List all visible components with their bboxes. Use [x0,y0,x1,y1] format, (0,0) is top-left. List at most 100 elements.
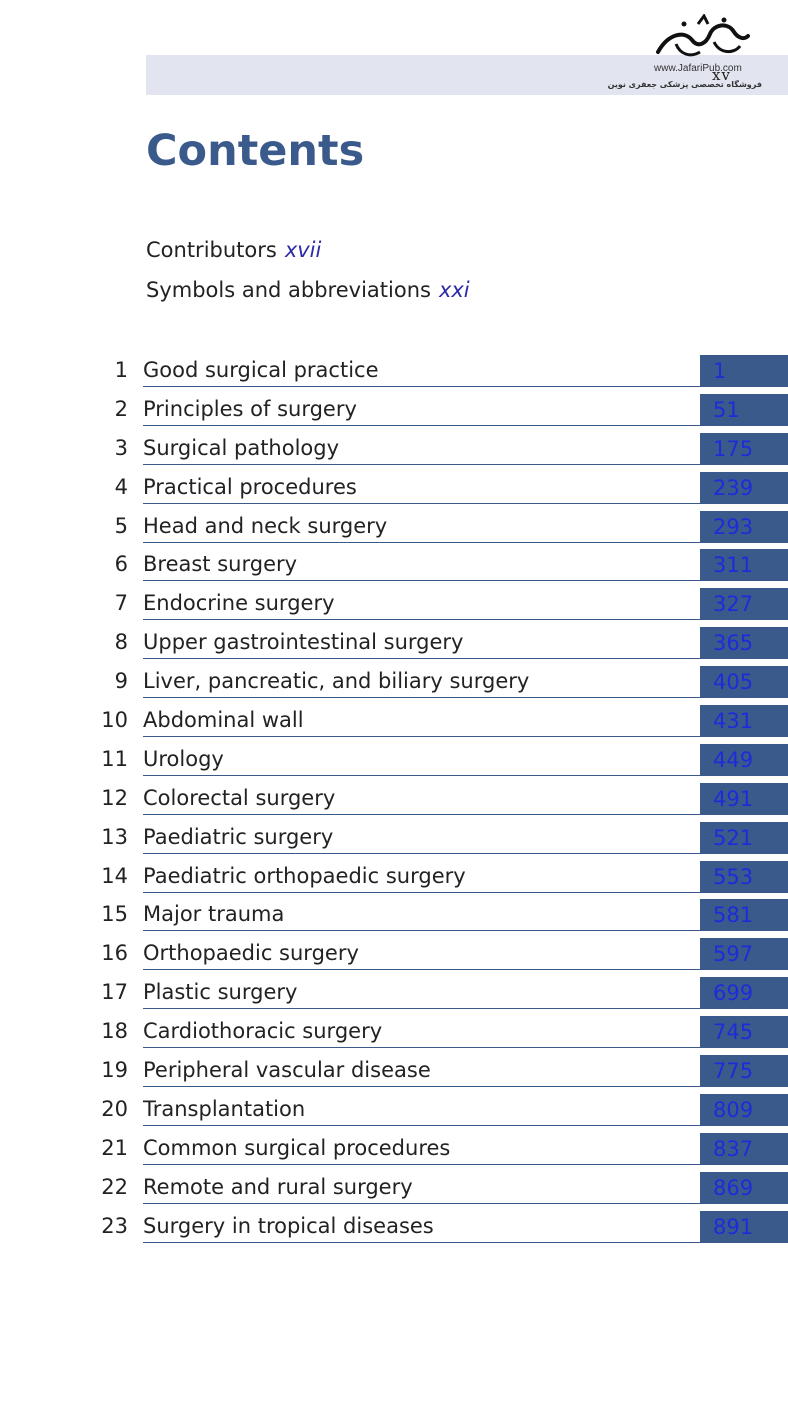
chapter-number: 14 [101,863,128,888]
chapter-row[interactable]: 12 Colorectal surgery 491 [0,782,788,822]
chapter-underline [143,1047,700,1049]
chapter-title: Cardiothoracic surgery [143,1019,383,1044]
chapter-page-number[interactable]: 327 [700,588,788,621]
chapter-number: 11 [101,746,128,771]
chapter-number: 20 [101,1096,128,1121]
chapter-number: 5 [114,513,128,538]
front-matter-item[interactable]: Contributors xvii [146,238,470,278]
chapter-row[interactable]: 7 Endocrine surgery 327 [0,588,788,627]
chapter-underline [143,1124,700,1126]
chapter-page-number[interactable]: 175 [700,432,788,465]
chapter-page-number[interactable]: 809 [700,1093,788,1126]
chapter-number: 21 [101,1135,128,1160]
chapter-page-number[interactable]: 775 [700,1055,788,1088]
chapter-number: 15 [101,902,128,927]
chapter-page-number[interactable]: 597 [700,938,788,971]
chapter-row[interactable]: 16 Orthopaedic surgery 597 [0,938,788,977]
chapter-row[interactable]: 20 Transplantation 809 [0,1093,788,1133]
chapter-title: Orthopaedic surgery [143,941,359,966]
chapter-page-number[interactable]: 405 [700,666,788,699]
chapter-title: Upper gastrointestinal surgery [143,630,464,655]
chapter-row[interactable]: 8 Upper gastrointestinal surgery 365 [0,627,788,666]
chapter-page-number[interactable]: 431 [700,705,788,738]
chapter-title: Surgery in tropical diseases [143,1213,434,1238]
chapter-page-number[interactable]: 891 [700,1210,788,1243]
chapter-page-number[interactable]: 311 [700,549,788,582]
chapter-row[interactable]: 6 Breast surgery 311 [0,549,788,588]
chapter-row[interactable]: 18 Cardiothoracic surgery 745 [0,1016,788,1055]
chapter-title: Remote and rural surgery [143,1174,413,1199]
chapter-row[interactable]: 23 Surgery in tropical diseases 891 [0,1210,788,1250]
chapter-underline [143,1202,700,1204]
chapter-page-number[interactable]: 51 [700,393,788,426]
chapter-row[interactable]: 19 Peripheral vascular disease 775 [0,1055,788,1094]
chapter-row[interactable]: 5 Head and neck surgery 293 [0,510,788,550]
publisher-url: www.JafariPub.com [654,63,742,74]
chapter-title: Head and neck surgery [143,513,388,538]
chapter-title: Peripheral vascular disease [143,1058,431,1083]
front-matter-page: xxi [438,278,470,302]
front-matter-item[interactable]: Symbols and abbreviations xxi [146,278,470,318]
chapter-number: 8 [114,630,128,655]
publisher-tagline: فروشگاه تخصصی پزشکی جعفری نوین [607,80,762,89]
chapter-title: Endocrine surgery [143,591,335,616]
chapter-title: Paediatric orthopaedic surgery [143,863,466,888]
chapter-number: 3 [114,435,128,460]
chapter-page-number[interactable]: 239 [700,471,788,504]
chapter-underline [143,386,700,387]
chapter-row[interactable]: 13 Paediatric surgery 521 [0,821,788,861]
chapter-underline [143,774,700,776]
page-title: Contents [146,126,365,176]
chapter-page-number[interactable]: 553 [700,860,788,893]
chapter-page-number[interactable]: 869 [700,1171,788,1204]
page-number: xv [712,66,731,84]
chapter-row[interactable]: 4 Practical procedures 239 [0,471,788,511]
chapter-row[interactable]: 3 Surgical pathology 175 [0,432,788,472]
chapter-row[interactable]: 11 Urology 449 [0,743,788,783]
chapter-row[interactable]: 15 Major trauma 581 [0,899,788,938]
chapter-title: Transplantation [143,1096,306,1121]
chapter-underline [143,424,700,426]
chapter-page-number[interactable]: 745 [700,1016,788,1049]
chapter-number: 12 [101,785,128,810]
chapter-underline [143,852,700,854]
chapter-row[interactable]: 14 Paediatric orthopaedic surgery 553 [0,860,788,900]
chapter-page-number[interactable]: 293 [700,510,788,543]
chapter-row[interactable]: 21 Common surgical procedures 837 [0,1132,788,1172]
chapter-underline [143,502,700,504]
chapter-number: 23 [101,1213,128,1238]
chapter-row[interactable]: 10 Abdominal wall 431 [0,705,788,744]
chapter-number: 9 [114,669,128,694]
chapter-title: Breast surgery [143,552,298,577]
chapter-underline [143,697,700,699]
front-matter-page: xvii [284,238,322,262]
chapter-page-number[interactable]: 521 [700,821,788,854]
chapter-row[interactable]: 1 Good surgical practice 1 [0,355,788,394]
chapter-underline [143,658,700,660]
chapter-title: Abdominal wall [143,708,304,733]
chapter-page-number[interactable]: 837 [700,1132,788,1165]
chapter-title: Good surgical practice [143,358,379,382]
chapter-row[interactable]: 9 Liver, pancreatic, and biliary surgery 4… [0,666,788,705]
chapter-number: 16 [101,941,128,966]
chapter-page-number[interactable]: 1 [700,355,788,387]
chapter-title: Paediatric surgery [143,824,334,849]
chapter-page-number[interactable]: 699 [700,977,788,1010]
chapter-page-number[interactable]: 491 [700,782,788,815]
chapter-list: 1 Good surgical practice 1 2 Principles of s… [0,355,788,1249]
chapter-row[interactable]: 2 Principles of surgery 51 [0,393,788,433]
chapter-page-number[interactable]: 581 [700,899,788,932]
chapter-page-number[interactable]: 449 [700,743,788,776]
chapter-page-number[interactable]: 365 [700,627,788,660]
chapter-number: 1 [114,358,128,382]
header-band [146,55,788,95]
chapter-underline [143,891,700,893]
chapter-row[interactable]: 22 Remote and rural surgery 869 [0,1171,788,1211]
chapter-underline [143,1086,700,1088]
chapter-title: Principles of surgery [143,396,357,421]
chapter-underline [143,463,700,465]
chapter-underline [143,619,700,621]
chapter-number: 7 [114,591,128,616]
chapter-row[interactable]: 17 Plastic surgery 699 [0,977,788,1016]
chapter-number: 17 [101,980,128,1005]
